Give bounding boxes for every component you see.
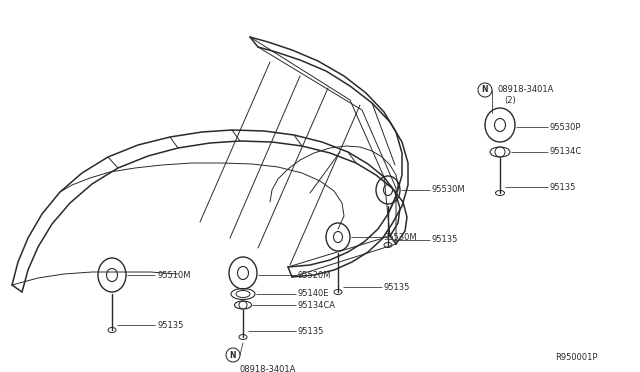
- Text: 08918-3401A: 08918-3401A: [498, 86, 554, 94]
- Text: 95134C: 95134C: [550, 148, 582, 157]
- Text: 95135: 95135: [384, 282, 410, 292]
- Text: 95135: 95135: [432, 235, 458, 244]
- Text: R950001P: R950001P: [555, 353, 598, 362]
- Text: 95134CA: 95134CA: [298, 301, 336, 310]
- Text: 95135: 95135: [298, 327, 324, 336]
- Text: 95530M: 95530M: [432, 186, 466, 195]
- Text: 95520M: 95520M: [298, 270, 332, 279]
- Text: 95510M: 95510M: [157, 270, 191, 279]
- Text: N: N: [482, 86, 488, 94]
- Text: 95530M: 95530M: [384, 232, 418, 241]
- Text: 95530P: 95530P: [550, 122, 582, 131]
- Text: 95135: 95135: [157, 321, 184, 330]
- Text: N: N: [230, 350, 236, 359]
- Text: (2): (2): [504, 96, 516, 105]
- Text: 95140E: 95140E: [298, 289, 330, 298]
- Text: 08918-3401A: 08918-3401A: [240, 365, 296, 372]
- Text: 95135: 95135: [550, 183, 577, 192]
